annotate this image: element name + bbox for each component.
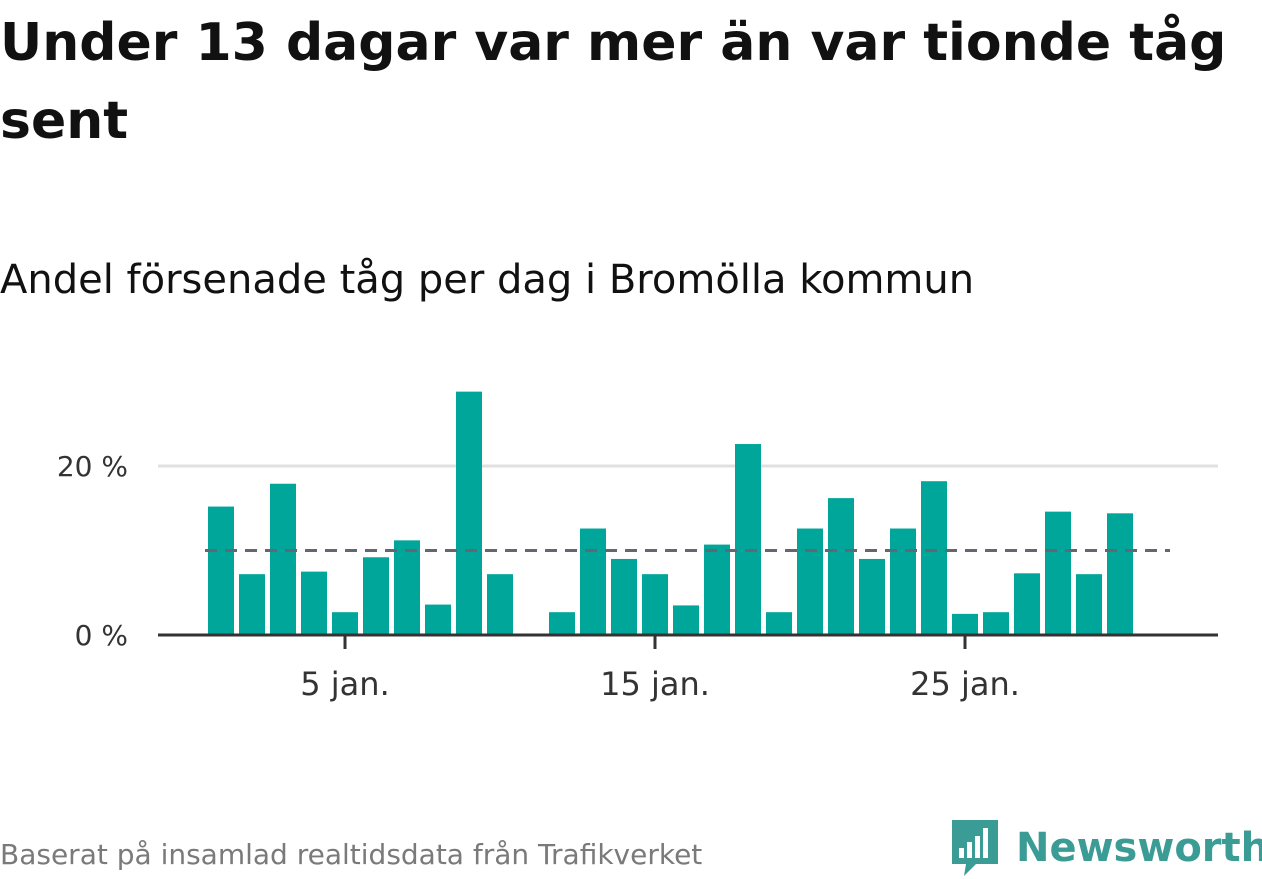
bar [363, 557, 389, 635]
bar [704, 544, 730, 635]
bar [673, 605, 699, 635]
bar [487, 574, 513, 635]
brand-logo[interactable]: Newsworthy [950, 818, 1262, 878]
bar [642, 574, 668, 635]
bar [1107, 513, 1133, 635]
bar [208, 506, 234, 635]
x-tick-label: 5 jan. [300, 665, 389, 703]
bar [270, 483, 296, 635]
bar-chart: 0 % 20 % 5 jan. 15 jan. 25 jan. [57, 391, 1218, 703]
y-tick-label: 0 % [75, 619, 128, 652]
bar [456, 391, 482, 635]
bar [549, 612, 575, 635]
x-tick-label: 25 jan. [910, 665, 1020, 703]
source-note: Baserat på insamlad realtidsdata från Tr… [0, 838, 703, 871]
bar [580, 528, 606, 635]
bar [735, 444, 761, 635]
bar [921, 481, 947, 635]
bar [1014, 573, 1040, 635]
bar [394, 540, 420, 635]
bar [828, 498, 854, 635]
newsworthy-logo-icon [952, 820, 998, 876]
bar [859, 558, 885, 635]
bar [952, 613, 978, 635]
chart-subtitle: Andel försenade tåg per dag i Bromölla k… [0, 257, 975, 303]
y-tick-label: 20 % [57, 450, 128, 483]
bar [611, 558, 637, 635]
bar [239, 574, 265, 635]
bar [797, 528, 823, 635]
bar [425, 604, 451, 635]
bar [766, 612, 792, 635]
chart-title: Under 13 dagar var mer än var tionde tåg… [0, 13, 1227, 151]
x-tick-label: 15 jan. [600, 665, 710, 703]
bar [301, 571, 327, 635]
bar [1076, 574, 1102, 635]
bar [332, 612, 358, 635]
bar [890, 528, 916, 635]
bar [983, 612, 1009, 635]
bar [1045, 511, 1071, 635]
brand-name: Newsworthy [1016, 825, 1262, 871]
